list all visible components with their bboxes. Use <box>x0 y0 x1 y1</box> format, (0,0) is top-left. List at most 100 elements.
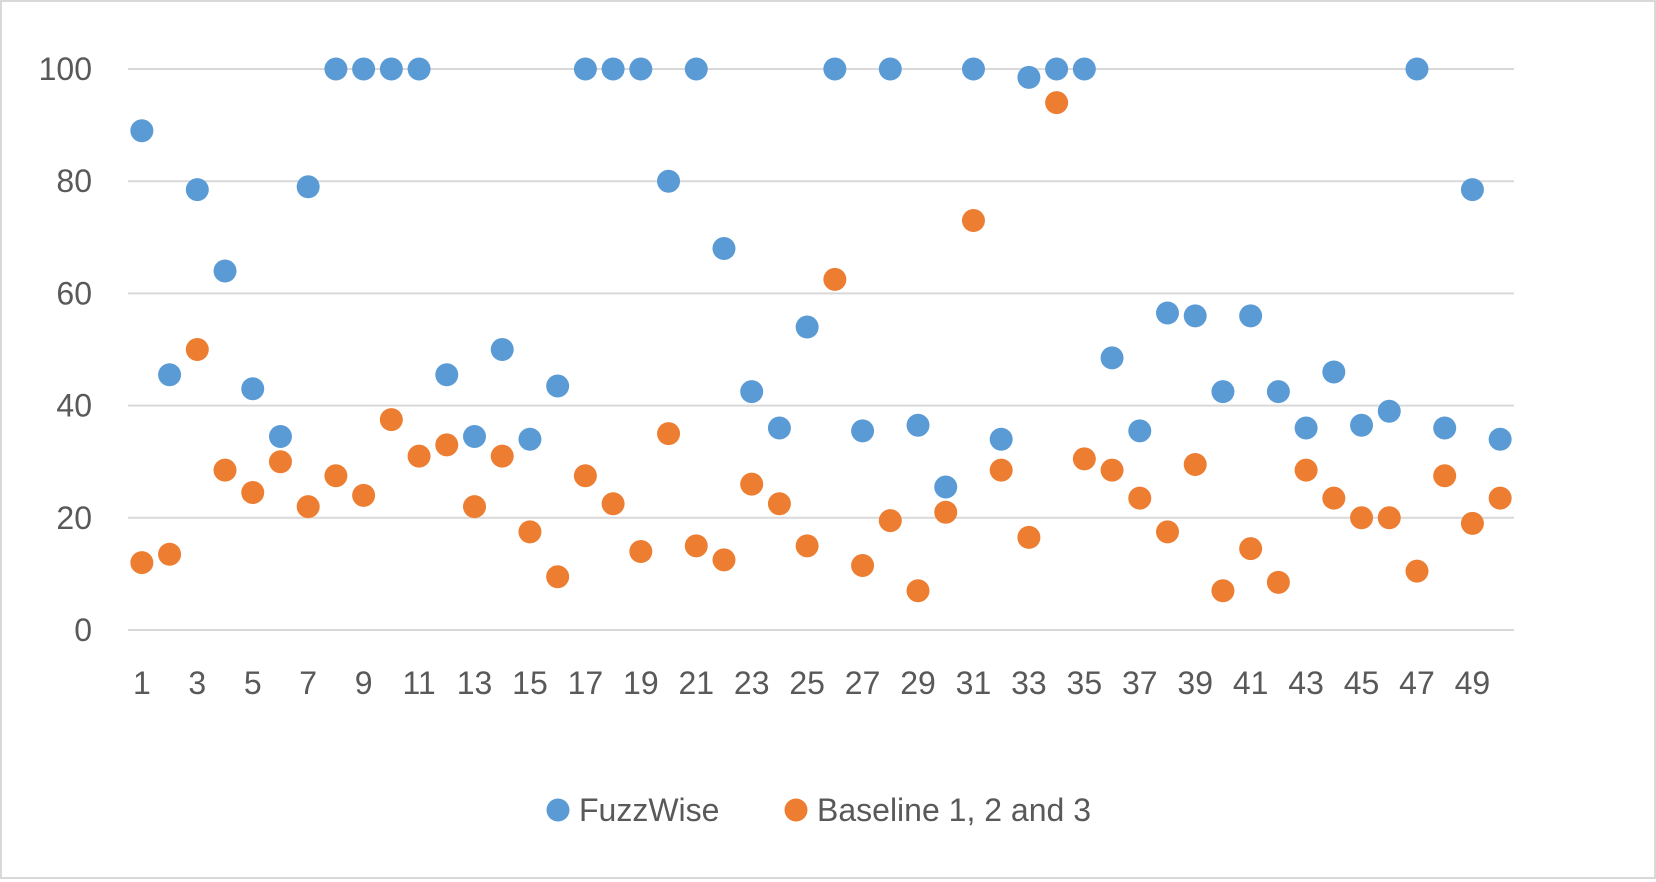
x-tick-label: 21 <box>678 665 714 701</box>
y-tick-label: 40 <box>56 388 92 424</box>
x-tick-label: 37 <box>1122 665 1158 701</box>
fuzzwise-point <box>1266 380 1290 404</box>
x-tick-label: 19 <box>623 665 659 701</box>
fuzzwise-point <box>268 424 292 448</box>
fuzzwise-point <box>407 57 431 81</box>
baseline-point <box>712 548 736 572</box>
fuzzwise-point <box>185 178 209 202</box>
baseline-point <box>1294 458 1318 482</box>
y-axis-tick-labels: 0 20 40 60 80 100 <box>39 51 92 648</box>
fuzzwise-point <box>906 413 930 437</box>
fuzzwise-point <box>684 57 708 81</box>
fuzzwise-point <box>851 419 875 443</box>
x-tick-label: 33 <box>1011 665 1047 701</box>
baseline-point <box>657 422 681 446</box>
baseline-point <box>1183 453 1207 477</box>
baseline-point <box>1460 511 1484 535</box>
fuzzwise-point <box>1017 65 1041 89</box>
fuzzwise-point <box>934 475 958 499</box>
x-tick-label: 23 <box>734 665 770 701</box>
baseline-point <box>352 483 376 507</box>
baseline-point <box>1433 464 1457 488</box>
x-tick-label: 17 <box>568 665 604 701</box>
fuzzwise-point <box>961 57 985 81</box>
baseline-point <box>1322 486 1346 510</box>
y-tick-label: 60 <box>56 275 92 311</box>
x-tick-label: 7 <box>299 665 317 701</box>
baseline-point <box>989 458 1013 482</box>
fuzzwise-point <box>241 377 265 401</box>
y-tick-label: 20 <box>56 500 92 536</box>
fuzzwise-point <box>878 57 902 81</box>
fuzzwise-point <box>1211 380 1235 404</box>
baseline-point <box>629 539 653 563</box>
x-tick-label: 43 <box>1288 665 1324 701</box>
fuzzwise-point <box>1377 399 1401 423</box>
fuzzwise-point <box>1460 178 1484 202</box>
fuzzwise-point <box>1350 413 1374 437</box>
baseline-point <box>1156 520 1179 544</box>
baseline-point <box>490 444 514 468</box>
baseline-point <box>1350 506 1374 530</box>
x-tick-label: 27 <box>845 665 881 701</box>
legend-label-fuzzwise: FuzzWise <box>579 792 719 828</box>
baseline-point <box>435 433 459 457</box>
baseline-point <box>1488 486 1512 510</box>
x-tick-label: 25 <box>789 665 825 701</box>
y-tick-label: 0 <box>74 612 92 648</box>
fuzzwise-point <box>130 119 154 143</box>
baseline-point <box>684 534 708 558</box>
baseline-point <box>767 492 791 516</box>
baseline-point <box>1017 525 1041 549</box>
baseline-point <box>795 534 819 558</box>
x-tick-label: 15 <box>512 665 548 701</box>
fuzzwise-point <box>767 416 791 440</box>
x-tick-label: 47 <box>1399 665 1435 701</box>
x-tick-label: 3 <box>188 665 206 701</box>
baseline-point <box>1128 486 1152 510</box>
baseline-point <box>324 464 348 488</box>
y-tick-label: 100 <box>39 51 92 87</box>
baseline-point <box>1045 91 1069 115</box>
fuzzwise-point <box>1239 304 1263 328</box>
baseline-point <box>158 542 182 566</box>
baseline-point <box>851 553 875 577</box>
data-points <box>130 57 1512 603</box>
fuzzwise-point <box>712 237 736 261</box>
fuzzwise-point <box>1072 57 1096 81</box>
fuzzwise-point <box>1183 304 1207 328</box>
fuzzwise-point <box>601 57 625 81</box>
fuzzwise-point <box>1488 427 1512 451</box>
series-baseline <box>130 91 1512 603</box>
x-tick-label: 29 <box>900 665 936 701</box>
x-tick-label: 49 <box>1455 665 1491 701</box>
fuzzwise-point <box>795 315 819 339</box>
fuzzwise-point <box>1433 416 1457 440</box>
baseline-point <box>961 208 985 232</box>
x-tick-label: 45 <box>1344 665 1380 701</box>
baseline-point <box>1100 458 1124 482</box>
fuzzwise-point <box>1128 419 1152 443</box>
baseline-point <box>185 338 209 361</box>
baseline-point <box>379 408 403 432</box>
fuzzwise-point <box>740 380 764 404</box>
x-tick-label: 1 <box>133 665 151 701</box>
baseline-point <box>241 481 265 505</box>
fuzzwise-point <box>1100 346 1124 370</box>
fuzzwise-point <box>546 374 570 398</box>
baseline-point <box>1405 559 1429 583</box>
baseline-point <box>268 450 292 474</box>
fuzzwise-point <box>573 57 597 81</box>
fuzzwise-point <box>490 338 514 361</box>
baseline-point <box>1266 570 1290 594</box>
x-tick-label: 5 <box>244 665 262 701</box>
fuzzwise-point <box>213 259 237 283</box>
y-tick-label: 80 <box>56 163 92 199</box>
baseline-point <box>546 565 570 589</box>
fuzzwise-point <box>379 57 403 81</box>
baseline-point <box>518 520 542 544</box>
x-tick-label: 31 <box>956 665 992 701</box>
baseline-point <box>1072 447 1096 471</box>
baseline-point <box>407 444 431 468</box>
